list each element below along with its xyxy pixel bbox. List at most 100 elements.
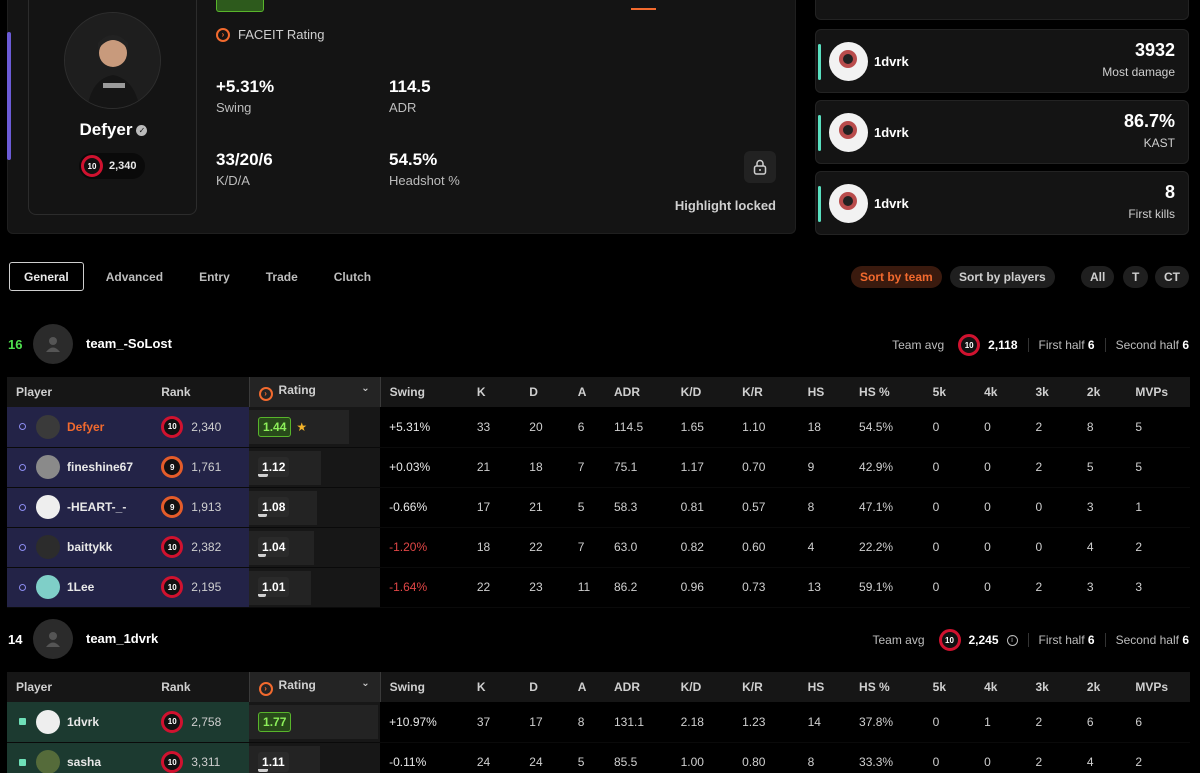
column-header[interactable]: 5k [923,672,976,702]
table-row[interactable]: fineshine67 9 1,761 1.12 +0.03% 21 18 7 75.1 1.17… [7,447,1190,488]
table-row[interactable]: -HEART-_- 9 1,913 1.08 -0.66% 17 21 5 58.3 0.81 0.… [7,487,1190,528]
stat-kd: 2.18 [671,702,734,743]
player-cell[interactable]: 1Lee [7,567,153,608]
column-header[interactable]: Player [7,377,153,407]
column-header[interactable]: A [568,377,605,407]
rating-value: 1.12 [258,457,290,477]
stat-k4: 0 [975,407,1027,448]
sort-by-team-button[interactable]: Sort by team [851,266,942,288]
stat-k3: 2 [1026,447,1078,488]
tab-general[interactable]: General [9,262,84,291]
side-filter-ct[interactable]: CT [1155,266,1189,288]
award-most-damage[interactable]: 1dvrk 3932 Most damage [815,29,1189,93]
column-header[interactable]: 4k [975,377,1027,407]
table-row[interactable]: baittykk 10 2,382 1.04 -1.20% 18 22 7 63.0 0.82 0.… [7,527,1190,568]
team-header: 14 team_1dvrk Team avg 10 2,245 i First … [0,619,1200,659]
stat-adr: 131.1 [605,702,672,743]
column-header[interactable]: A [568,672,605,702]
stat-kr: 0.70 [733,447,799,488]
rating-cell: 1.12 [249,447,381,488]
column-header[interactable]: › Rating ⌄ [248,377,381,407]
stat-mvps: 6 [1126,702,1190,743]
stat-kd: 0.82 [671,527,734,568]
column-header[interactable]: HS % [850,672,924,702]
rating-cell: 1.44 ★ [249,407,381,448]
star-icon: ★ [296,419,308,434]
lock-icon[interactable] [744,151,776,183]
award-accent [818,186,821,222]
column-header[interactable]: D [520,672,569,702]
player-cell[interactable]: Defyer [7,407,153,448]
column-header[interactable]: 3k [1026,672,1078,702]
player-cell[interactable]: baittykk [7,527,153,568]
column-header[interactable]: Rank [152,377,250,407]
column-header[interactable]: 3k [1026,377,1078,407]
column-header[interactable]: D [520,377,569,407]
column-header[interactable]: Rank [152,672,250,702]
player-name[interactable]: 1Lee [67,580,95,594]
player-elo: 2,382 [191,540,222,554]
stat-k: 21 [467,447,521,488]
player-marker-icon [19,718,26,726]
player-name[interactable]: fineshine67 [67,460,134,474]
column-header[interactable]: MVPs [1126,672,1190,702]
player-name[interactable]: -HEART-_- [67,500,127,514]
active-indicator [631,8,656,10]
info-icon[interactable]: i [1006,634,1018,646]
column-header[interactable]: K/D [671,672,734,702]
player-cell[interactable]: 1dvrk [7,702,153,743]
sort-by-players-button[interactable]: Sort by players [950,266,1055,288]
column-header[interactable]: HS % [850,377,924,407]
column-header[interactable]: Swing [380,377,468,407]
column-header[interactable]: K/R [733,672,799,702]
tab-trade[interactable]: Trade [265,269,298,284]
column-header[interactable]: K/D [671,377,734,407]
column-header[interactable]: 2k [1077,672,1127,702]
column-header-label: Rating [278,383,316,397]
column-header[interactable]: 4k [975,672,1027,702]
player-name[interactable]: baittykk [67,540,113,554]
side-filter-t[interactable]: T [1123,266,1149,288]
table-row[interactable]: sasha 10 3,311 1.11 -0.11% 24 24 5 85.5 1.00 0.80 8… [7,742,1190,773]
stat-adr: 63.0 [605,527,672,568]
column-header[interactable]: Swing [380,672,468,702]
player-name[interactable]: Defyer [67,419,105,434]
column-header[interactable]: ADR [605,377,672,407]
stat-k5: 0 [923,487,976,528]
column-header[interactable]: K [467,377,521,407]
player-cell[interactable]: fineshine67 [7,447,153,488]
stat-kr: 1.23 [733,702,799,743]
side-filter-all[interactable]: All [1081,266,1115,288]
player-elo: 2,340 [191,419,222,434]
column-header[interactable]: HS [798,377,851,407]
award-first-kills[interactable]: 1dvrk 8 First kills [815,171,1189,235]
stat-kr: 0.57 [733,487,799,528]
column-header[interactable]: › Rating ⌄ [248,672,381,702]
column-header[interactable]: Player [7,672,153,702]
table-row[interactable]: 1dvrk 10 2,758 1.77 +10.97% 37 17 8 131.1 2.18 1.2… [7,702,1190,743]
player-cell[interactable]: -HEART-_- [7,487,153,528]
tab-clutch[interactable]: Clutch [333,269,372,284]
player-name[interactable]: 1dvrk [67,714,100,729]
table-row[interactable]: 1Lee 10 2,195 1.01 -1.64% 22 23 11 86.2 0.96 0.73 1… [7,567,1190,608]
column-header[interactable]: K/R [733,377,799,407]
chevron-down-icon[interactable]: ⌄ [361,383,370,394]
chevron-down-icon[interactable]: ⌄ [361,678,370,689]
column-header[interactable]: K [467,672,521,702]
column-header[interactable]: HS [798,672,851,702]
column-header[interactable]: 2k [1077,377,1127,407]
player-cell[interactable]: sasha [7,742,153,773]
player-elo: 1,913 [191,500,222,514]
rating-progress [258,554,267,557]
player-card[interactable]: Defyer ✓ 10 2,340 [28,0,197,215]
player-name[interactable]: sasha [67,755,102,769]
column-header[interactable]: MVPs [1126,377,1190,407]
skill-level-icon: 10 [161,751,184,773]
column-header[interactable]: ADR [605,672,672,702]
award-kast[interactable]: 1dvrk 86.7% KAST [815,100,1189,164]
tab-advanced[interactable]: Advanced [105,269,164,284]
faceit-icon: › [258,387,273,401]
tab-entry[interactable]: Entry [199,269,230,284]
column-header[interactable]: 5k [923,377,976,407]
table-row[interactable]: Defyer 10 2,340 1.44 ★ +5.31% 33 20 6 114.5 1.65 1.… [7,407,1190,448]
